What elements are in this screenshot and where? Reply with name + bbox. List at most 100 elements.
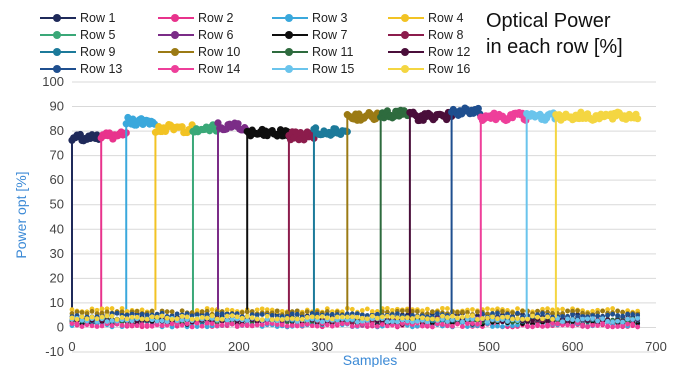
data-point — [224, 307, 230, 313]
data-point — [274, 322, 280, 327]
data-point — [144, 316, 150, 322]
data-point — [279, 322, 285, 328]
data-point — [550, 307, 555, 313]
data-point — [119, 306, 125, 311]
data-point — [329, 323, 335, 329]
data-point — [585, 316, 590, 322]
y-tick-label: 50 — [50, 197, 64, 212]
data-point — [570, 312, 575, 318]
data-point — [299, 322, 305, 328]
legend-label: Row 4 — [428, 11, 464, 25]
data-point — [430, 324, 435, 330]
legend-item: Row 15 — [272, 62, 354, 76]
data-point — [610, 311, 616, 317]
data-point — [540, 311, 545, 316]
data-point — [620, 309, 626, 315]
data-point — [124, 312, 130, 318]
chart-marks — [68, 104, 642, 330]
data-point — [530, 324, 535, 330]
data-point — [144, 322, 150, 328]
data-point — [605, 307, 611, 312]
legend-swatch — [40, 45, 78, 59]
data-point — [269, 313, 275, 318]
data-point — [239, 315, 245, 321]
legend-swatch — [158, 45, 196, 59]
data-point — [635, 316, 641, 321]
legend-label: Row 1 — [80, 11, 116, 25]
data-point — [194, 312, 200, 318]
data-point — [354, 319, 360, 325]
legend-label: Row 14 — [198, 62, 241, 76]
data-point — [79, 314, 85, 320]
x-tick-label: 0 — [68, 339, 75, 354]
data-point — [144, 312, 150, 318]
data-point — [465, 321, 470, 327]
legend-item: Row 4 — [388, 11, 463, 25]
data-point — [615, 324, 621, 329]
legend-item: Row 3 — [272, 11, 347, 25]
data-point — [209, 321, 215, 327]
data-point — [209, 313, 215, 319]
data-point — [455, 315, 460, 321]
data-point — [179, 317, 185, 323]
y-tick-label: 30 — [50, 246, 64, 261]
data-point — [114, 317, 120, 322]
data-point — [570, 317, 575, 322]
data-point — [440, 322, 445, 327]
legend-swatch — [40, 28, 78, 42]
x-tick-label: 200 — [228, 339, 250, 354]
data-point — [450, 313, 455, 319]
data-point — [530, 313, 535, 319]
data-point — [194, 320, 200, 326]
data-point — [178, 123, 186, 131]
data-point — [296, 128, 305, 137]
data-point — [304, 309, 310, 315]
legend-swatch — [272, 11, 310, 25]
data-point — [129, 318, 135, 324]
data-point — [535, 322, 540, 328]
series-row-1 — [68, 130, 641, 320]
data-point — [515, 306, 520, 312]
data-point — [179, 308, 185, 314]
data-point — [369, 309, 375, 314]
data-point — [69, 307, 75, 313]
data-point — [409, 309, 415, 314]
data-point — [430, 309, 435, 315]
data-point — [344, 321, 350, 326]
data-point — [294, 311, 300, 317]
data-point — [445, 315, 450, 320]
data-point — [630, 321, 636, 327]
data-point — [465, 310, 470, 315]
data-point — [560, 314, 565, 319]
data-point — [610, 324, 616, 330]
legend-item: Row 7 — [272, 28, 347, 42]
data-point — [74, 309, 80, 315]
data-point — [550, 321, 555, 326]
data-point — [349, 323, 355, 329]
data-point — [94, 316, 100, 322]
data-point — [339, 314, 345, 320]
data-point — [164, 319, 170, 324]
data-point — [324, 322, 330, 328]
data-point — [550, 310, 555, 316]
x-tick-label: 500 — [478, 339, 500, 354]
data-point — [289, 311, 295, 317]
data-point — [254, 322, 260, 328]
data-point — [630, 317, 636, 322]
data-point — [264, 320, 270, 326]
data-point — [374, 315, 380, 321]
legend-swatch — [388, 45, 426, 59]
data-point — [89, 314, 95, 320]
data-point — [575, 314, 580, 319]
data-point — [359, 322, 365, 327]
data-point — [505, 314, 510, 320]
data-point — [99, 314, 105, 320]
data-point — [74, 321, 80, 327]
data-point — [229, 321, 235, 327]
data-point — [389, 319, 395, 324]
data-point — [134, 308, 140, 314]
data-point — [565, 308, 570, 314]
data-point — [164, 309, 170, 315]
data-point — [394, 319, 400, 325]
y-axis-label: Power opt [%] — [13, 171, 29, 258]
